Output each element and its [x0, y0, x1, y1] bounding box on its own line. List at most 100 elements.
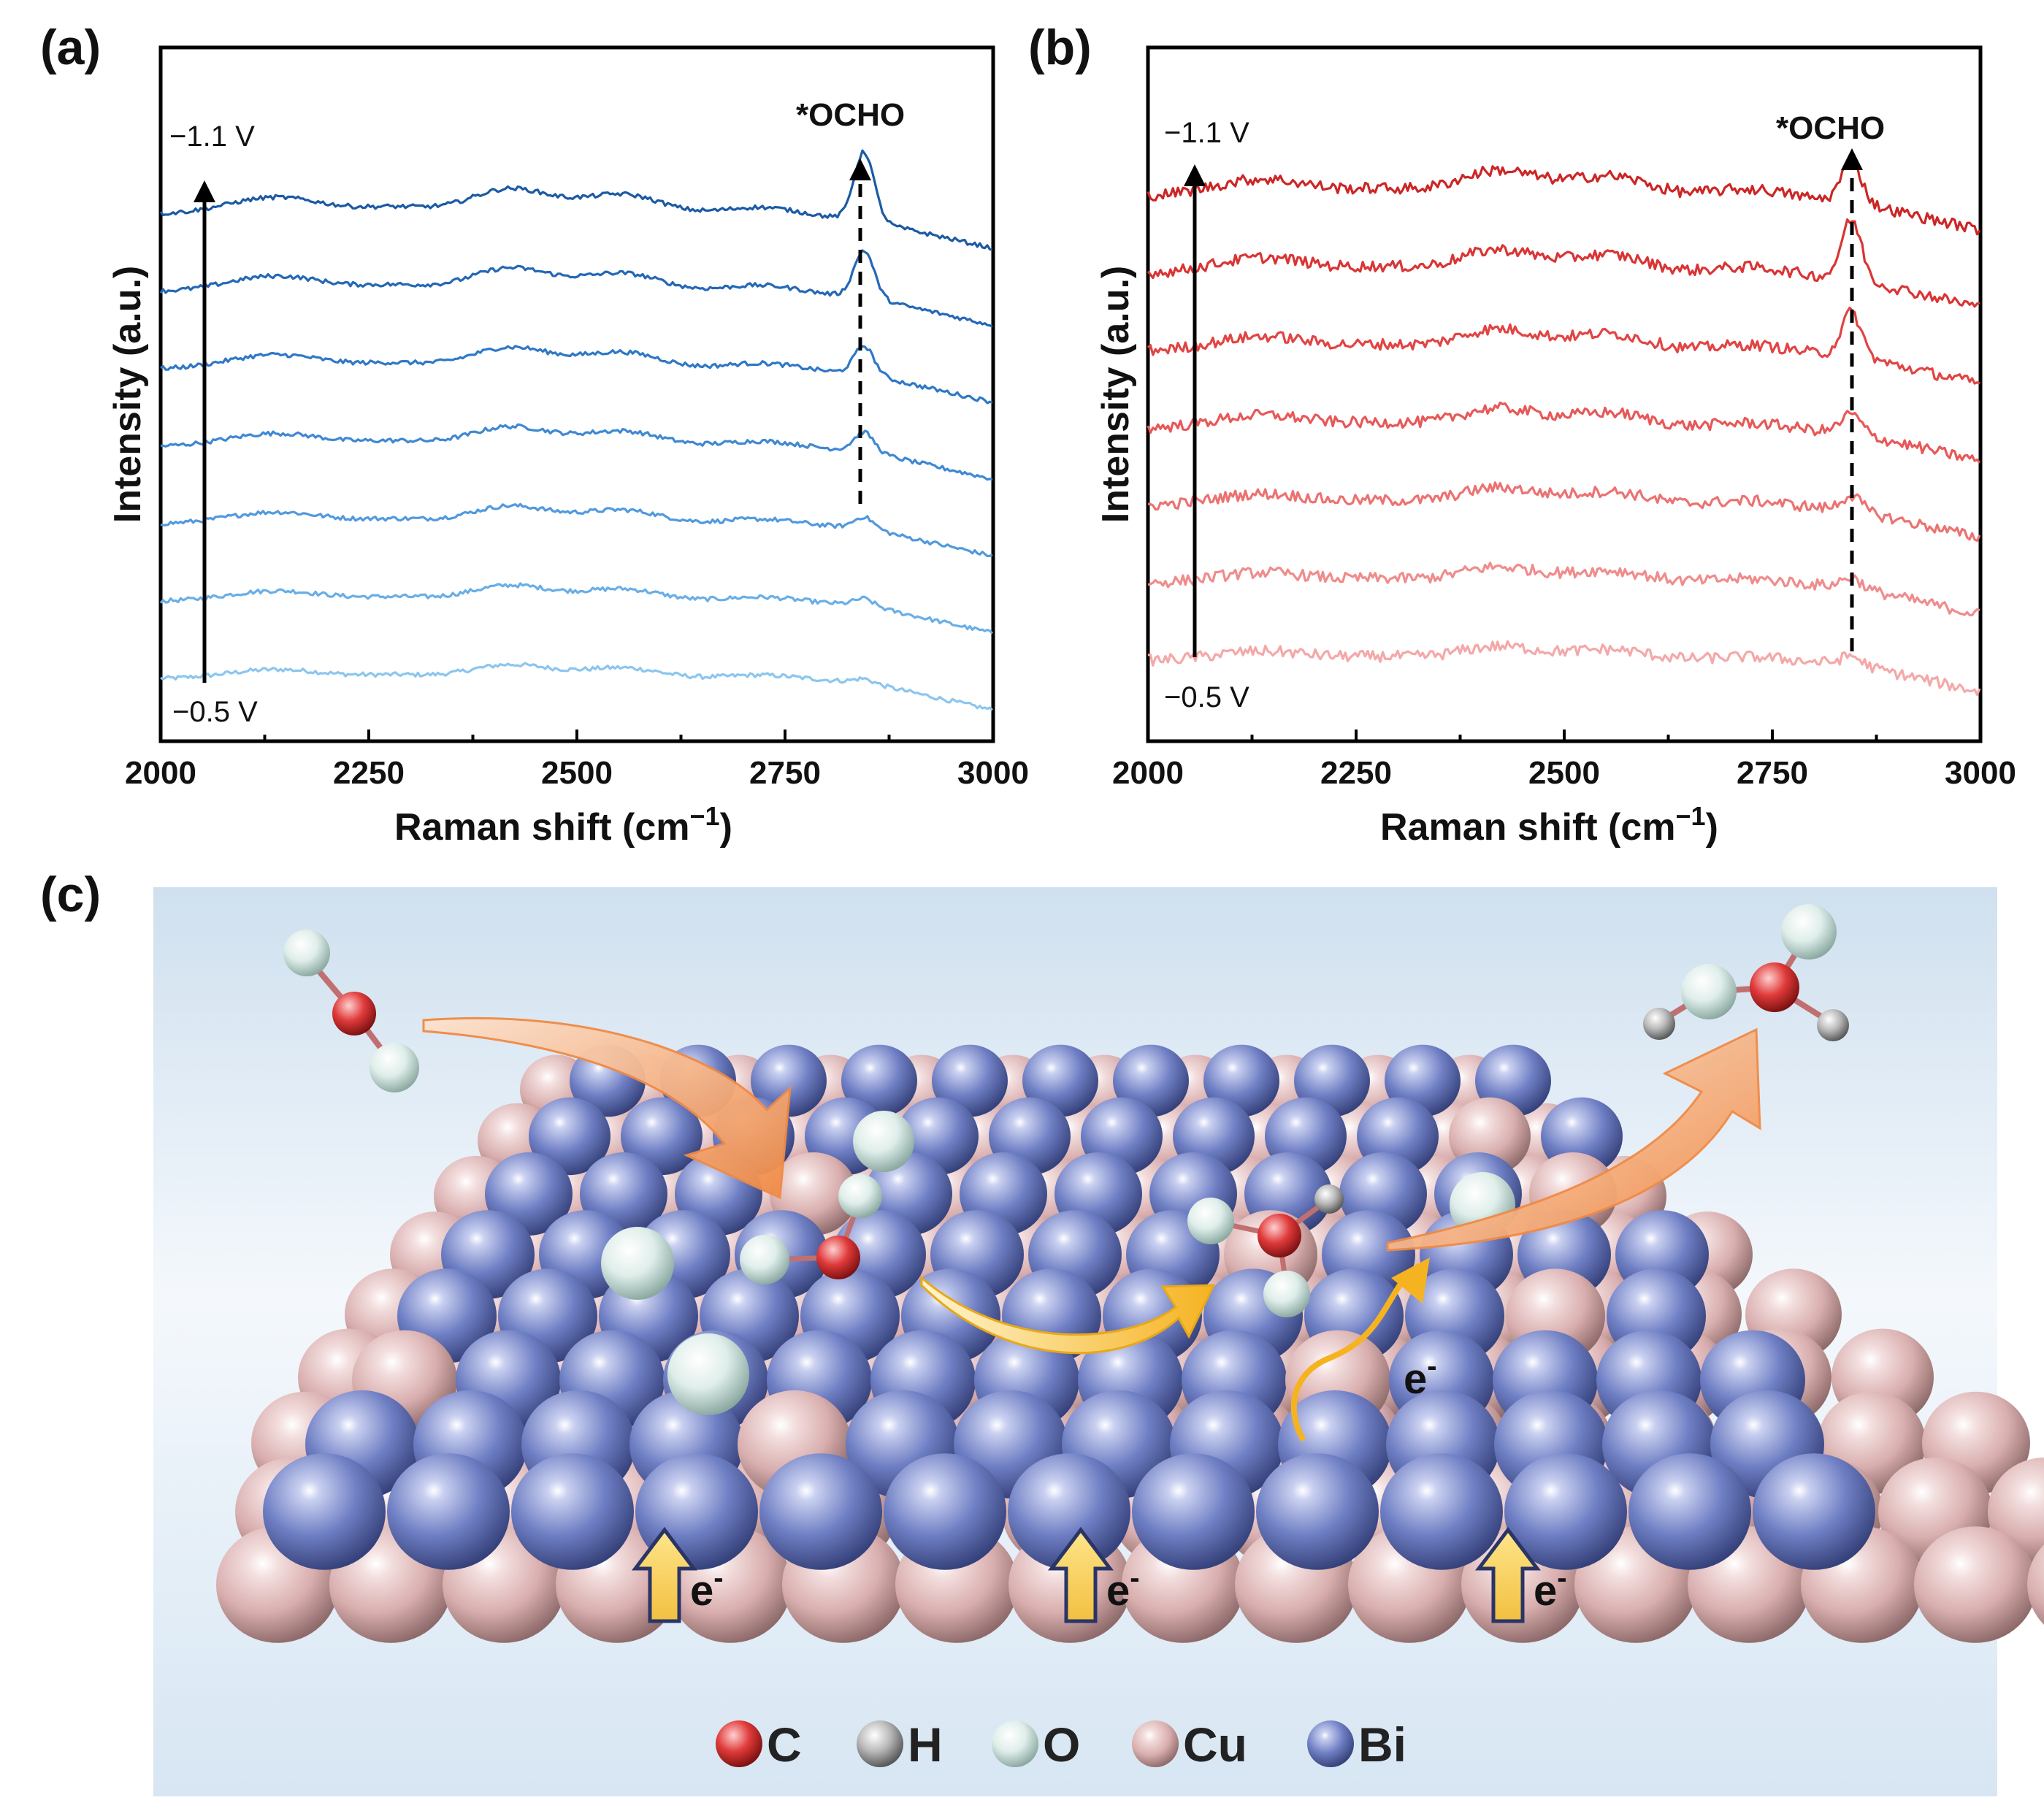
legend-item-bi: Bi — [1307, 1718, 1406, 1772]
legend-label-cu: Cu — [1183, 1718, 1247, 1772]
raman-chart-a: (a) 2000 2250 2500 2750 3000 −1.1 V −0.5 V *… — [40, 20, 1029, 849]
legend-swatch-oxygen — [992, 1720, 1038, 1767]
plot-frame-a — [158, 45, 995, 743]
peak-label-b: *OCHO — [1776, 110, 1885, 146]
electron-transfer-path — [1290, 1279, 1405, 1442]
intermediate-transfer-arrow — [920, 1275, 1216, 1355]
bismuth-atom — [1022, 1044, 1098, 1117]
bismuth-atom — [1380, 1453, 1503, 1570]
svg-text:e-: e- — [1534, 1562, 1567, 1615]
bismuth-atom — [1132, 1453, 1255, 1570]
bismuth-atom — [387, 1453, 510, 1570]
x-tick-label: 2250 — [1320, 755, 1392, 791]
x-tick-label: 2500 — [1528, 755, 1600, 791]
bismuth-atom — [751, 1044, 827, 1117]
desorption-arrow — [1386, 1027, 1761, 1252]
legend-label-c: C — [767, 1718, 802, 1772]
legend-label-h: H — [908, 1718, 943, 1772]
bismuth-atom — [621, 1097, 703, 1176]
adsorbed-intermediate-1 — [740, 1174, 882, 1284]
x-tick-label: 3000 — [957, 755, 1029, 791]
electron-label: e- — [1404, 1350, 1437, 1403]
x-tick-label: 2250 — [333, 755, 405, 791]
spectrum-line — [160, 345, 993, 405]
plot-frame-b — [1146, 45, 1983, 743]
surface-oxygen-atom — [667, 1333, 749, 1415]
x-ticks-b: 2000 2250 2500 2750 3000 — [1112, 730, 2016, 791]
series-group-b — [1147, 158, 1981, 696]
adsorbed-intermediate-2 — [1187, 1184, 1344, 1317]
molecule-oxygen-atom — [838, 1174, 882, 1218]
legend-item-cu: Cu — [1132, 1718, 1247, 1772]
legend-swatch-copper — [1132, 1720, 1179, 1767]
spectrum-line — [1147, 401, 1981, 464]
molecule-oxygen-atom — [1187, 1198, 1234, 1244]
incoming-molecule — [283, 930, 419, 1092]
molecule-oxygen-atom — [1263, 1271, 1310, 1317]
series-group-a — [159, 149, 994, 711]
panel-label-a: (a) — [40, 20, 101, 75]
x-tick-label: 2750 — [749, 755, 821, 791]
x-axis-label-b: Raman shift (cm−1) — [1380, 801, 1718, 849]
legend-item-c: C — [716, 1718, 802, 1772]
raman-chart-b: (b) 2000 2250 2500 2750 3000 −1.1 V −0.5 V *… — [1028, 20, 2016, 849]
surface-oxygen-atom — [601, 1227, 674, 1300]
spectrum-line — [1147, 158, 1981, 236]
svg-text:e-: e- — [690, 1562, 724, 1615]
bismuth-atom — [1008, 1453, 1130, 1570]
bismuth-atom — [932, 1044, 1008, 1117]
molecule-carbon-atom — [1258, 1214, 1301, 1257]
spectrum-line — [159, 249, 993, 328]
legend-swatch-bismuth — [1307, 1720, 1354, 1767]
molecule-oxygen-atom — [740, 1235, 789, 1284]
potential-bottom-label-a: −0.5 V — [172, 696, 258, 728]
adsorption-arrow — [422, 1016, 792, 1200]
spectrum-line — [160, 662, 993, 711]
bismuth-atom — [1753, 1453, 1875, 1570]
molecule-hydrogen-atom — [1643, 1008, 1675, 1040]
bismuth-atom — [841, 1044, 917, 1117]
x-tick-label: 2000 — [125, 755, 196, 791]
spectrum-line — [1147, 640, 1981, 696]
electron-supply-arrow: e- — [1474, 1526, 1567, 1623]
spectrum-line — [1147, 562, 1980, 617]
spectrum-line — [159, 149, 993, 251]
legend-label-o: O — [1043, 1718, 1080, 1772]
spectrum-line — [160, 423, 993, 481]
molecule-oxygen-atom — [370, 1043, 419, 1092]
y-axis-label-b: Intensity (a.u.) — [1095, 266, 1137, 523]
potential-bottom-label-b: −0.5 V — [1164, 681, 1249, 713]
molecule-hydrogen-atom — [1314, 1184, 1344, 1214]
molecule-carbon-atom — [816, 1236, 860, 1279]
potential-top-label-a: −1.1 V — [169, 120, 255, 153]
x-ticks-a: 2000 2250 2500 2750 3000 — [125, 730, 1029, 791]
spectrum-line — [159, 582, 994, 635]
legend-swatch-carbon — [716, 1720, 762, 1767]
panel-label-c: (c) — [40, 867, 101, 922]
spectrum-line — [160, 502, 993, 558]
molecule-carbon-atom — [1750, 962, 1799, 1012]
bismuth-atom — [759, 1453, 882, 1570]
bismuth-atom — [263, 1453, 386, 1570]
panel-label-b: (b) — [1028, 20, 1092, 75]
electron-supply-arrow: e- — [1047, 1526, 1140, 1623]
bismuth-atom — [1256, 1453, 1379, 1570]
molecule-oxygen-atom — [1781, 904, 1837, 960]
copper-atom — [2027, 1544, 2044, 1625]
x-tick-label: 2000 — [1112, 755, 1184, 791]
element-legend: C H O Cu Bi — [716, 1718, 1406, 1772]
electron-transfer-arrowhead — [1391, 1257, 1430, 1303]
legend-swatch-hydrogen — [857, 1720, 903, 1767]
molecule-hydrogen-atom — [1817, 1009, 1849, 1041]
molecule-carbon-atom — [332, 992, 376, 1035]
legend-item-o: O — [992, 1718, 1080, 1772]
x-tick-label: 3000 — [1945, 755, 2016, 791]
molecule-oxygen-atom — [283, 930, 330, 976]
potential-top-label-b: −1.1 V — [1164, 117, 1249, 149]
catalyst-schematic: (c) — [40, 867, 2044, 1796]
x-tick-label: 2750 — [1737, 755, 1808, 791]
spectrum-line — [1147, 218, 1980, 308]
peak-label-a: *OCHO — [796, 97, 905, 133]
x-axis-label-a: Raman shift (cm−1) — [394, 801, 732, 849]
